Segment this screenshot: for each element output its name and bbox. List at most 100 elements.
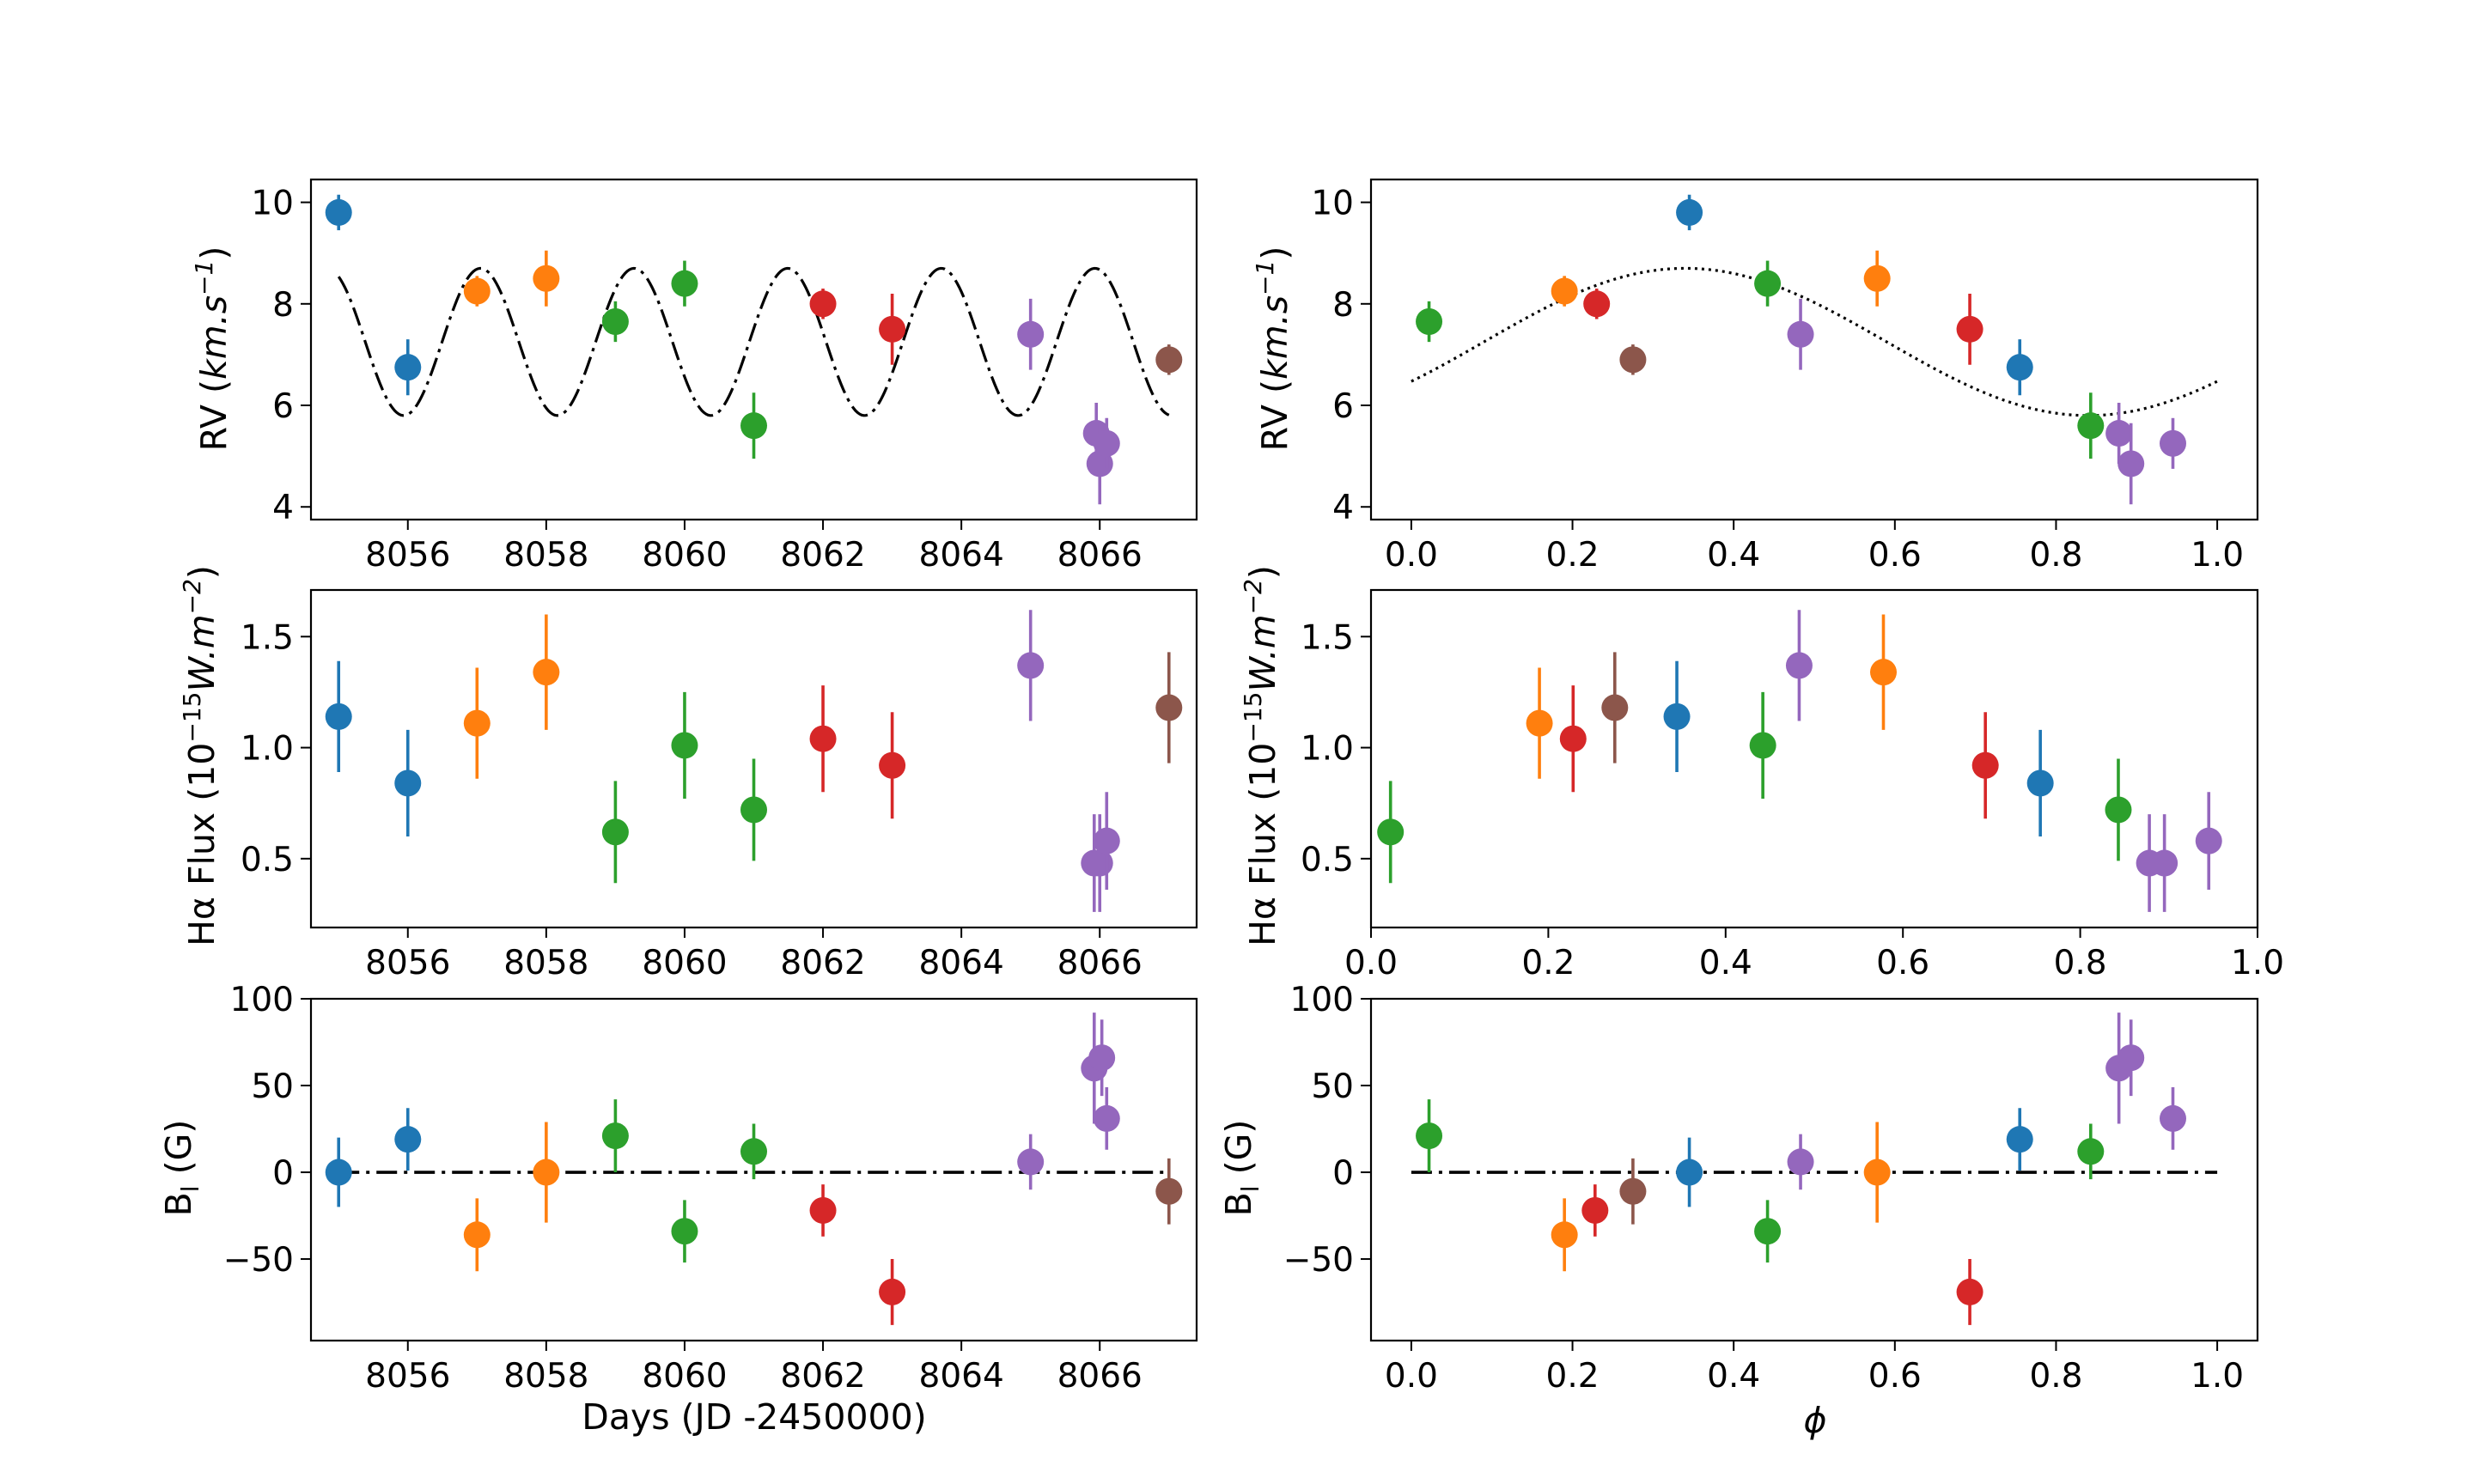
flux-days-xtick-label-4: 8064 [919,944,1004,982]
rv-phase-point-8 [1956,315,1983,343]
bl-days-ytick-label-1: 0 [272,1154,294,1193]
flux-days-ytick-label-1: 1.0 [241,730,294,769]
bl-days-point-1 [394,1126,422,1153]
bl-days-point-3 [533,1159,560,1186]
rv-phase-point-7 [1863,265,1891,292]
bl-phase-point-4 [1676,1159,1703,1186]
flux-days-point-12 [1093,827,1120,855]
rv-days-ytick-label-3: 10 [251,185,294,223]
rv-phase-point-12 [2118,450,2145,477]
flux-phase-xtick-label-1: 0.2 [1521,944,1575,982]
rv-days-point-4 [601,307,629,335]
rv-days-point-0 [325,198,352,226]
phase-xlabel: ϕ [1803,1400,1826,1441]
flux-phase-point-5 [1749,732,1776,759]
bl-days-point-8 [879,1278,906,1305]
bl-days-point-2 [463,1221,491,1249]
bl-phase-xtick-label-5: 1.0 [2191,1357,2244,1396]
bl-days-point-11 [1088,1044,1116,1072]
bl-phase-point-0 [1416,1122,1443,1150]
rv-phase-xtick-label-4: 0.8 [2029,536,2082,575]
flux-days-ytick-label-0: 0.5 [241,841,294,879]
rv-days-xtick-label-2: 8060 [642,536,727,575]
flux-days-xtick-label-3: 8062 [780,944,865,982]
bl-phase-xtick-label-3: 0.6 [1868,1357,1922,1396]
bl-days-ytick-label-2: 50 [251,1067,294,1106]
rv-days-point-7 [809,290,837,318]
rv-days-xtick-label-3: 8062 [780,536,865,575]
rv-days-point-13 [1155,346,1183,374]
rv-phase-point-6 [1787,320,1814,348]
flux-days-frame [309,588,1198,929]
bl-days-point-6 [740,1138,767,1165]
flux-phase-point-7 [1869,659,1897,686]
flux-days-ytick-label-2: 1.5 [241,618,294,657]
rv-phase-ytick-label-0: 4 [1332,489,1354,527]
rv-days-point-8 [879,315,906,343]
rv-days-point-12 [1093,429,1120,457]
flux-days-point-2 [463,709,491,737]
flux-days-xtick-label-2: 8060 [642,944,727,982]
flux-phase-point-13 [2195,827,2222,855]
rv-days-point-2 [463,277,491,305]
rv-phase-ytick-label-1: 6 [1332,387,1354,426]
bl-phase-ytick-label-3: 100 [1290,981,1354,1019]
rv-phase-xtick-label-0: 0.0 [1385,536,1438,575]
flux-phase-xtick-label-2: 0.4 [1699,944,1752,982]
flux-days-xtick-label-5: 8066 [1057,944,1143,982]
bl-phase-point-12 [2118,1044,2145,1072]
bl-phase-ytick-label-2: 50 [1311,1067,1354,1106]
flux-days-point-7 [809,725,837,752]
rv-phase-xtick-label-2: 0.4 [1707,536,1760,575]
bl-phase-xtick-label-1: 0.2 [1546,1357,1600,1396]
rv-days-model-curve [337,266,1170,417]
rv-days-xtick-label-4: 8064 [919,536,1004,575]
flux-phase-point-0 [1377,818,1405,846]
rv-phase-ytick-label-3: 10 [1311,185,1354,223]
bl-days-point-9 [1017,1148,1045,1176]
flux-days-xtick-label-0: 8056 [365,944,450,982]
bl-days-point-4 [601,1122,629,1150]
flux-phase-xtick-label-5: 1.0 [2231,944,2284,982]
rv-phase-point-10 [2077,412,2105,440]
bl-phase-point-2 [1581,1196,1609,1224]
flux-days-point-9 [1017,652,1045,679]
rv-days-xtick-label-1: 8058 [503,536,588,575]
flux-days-point-6 [740,796,767,824]
flux-phase-ylabel: Hα Flux (10−15W.m−2) [1239,565,1283,946]
flux-days-point-8 [879,751,906,779]
flux-phase-frame [1369,588,2259,929]
rv-phase-point-11 [2105,420,2133,447]
rv-phase-ylabel: RV (km.s−1) [1251,246,1295,452]
rv-phase-point-0 [1416,307,1443,335]
flux-phase-point-12 [2151,849,2178,877]
flux-phase-ytick-label-0: 0.5 [1301,841,1354,879]
rv-phase-point-3 [1619,346,1647,374]
bl-phase-point-10 [2077,1138,2105,1165]
bl-phase-ytick-label-1: 0 [1332,1154,1354,1193]
bl-phase-point-13 [2159,1104,2186,1132]
rv-phase-ytick-label-2: 8 [1332,286,1354,325]
flux-phase-point-3 [1601,694,1629,721]
rv-days-frame [309,178,1198,521]
days-xlabel: Days (JD -2450000) [582,1396,926,1438]
bl-days-xtick-label-5: 8066 [1057,1357,1143,1396]
bl-phase-point-1 [1551,1221,1578,1249]
bl-days-xtick-label-3: 8062 [780,1357,865,1396]
flux-phase-ytick-label-1: 1.0 [1301,730,1354,769]
bl-phase-point-6 [1787,1148,1814,1176]
flux-days-point-5 [671,732,698,759]
bl-days-frame [309,997,1198,1342]
rv-days-xtick-label-0: 8056 [365,536,450,575]
bl-phase-xtick-label-0: 0.0 [1385,1357,1438,1396]
bl-phase-frame [1369,997,2259,1342]
flux-phase-point-4 [1663,702,1691,730]
bl-days-point-12 [1093,1104,1120,1132]
bl-phase-xtick-label-4: 0.8 [2029,1357,2082,1396]
flux-phase-point-2 [1559,725,1587,752]
rv-days-ytick-label-0: 4 [272,489,294,527]
bl-phase-ytick-label-0: −50 [1283,1241,1354,1280]
rv-phase-point-9 [2006,354,2033,381]
bl-phase-point-8 [1956,1278,1983,1305]
bl-phase-ylabel: Bl (G) [1218,1120,1264,1217]
